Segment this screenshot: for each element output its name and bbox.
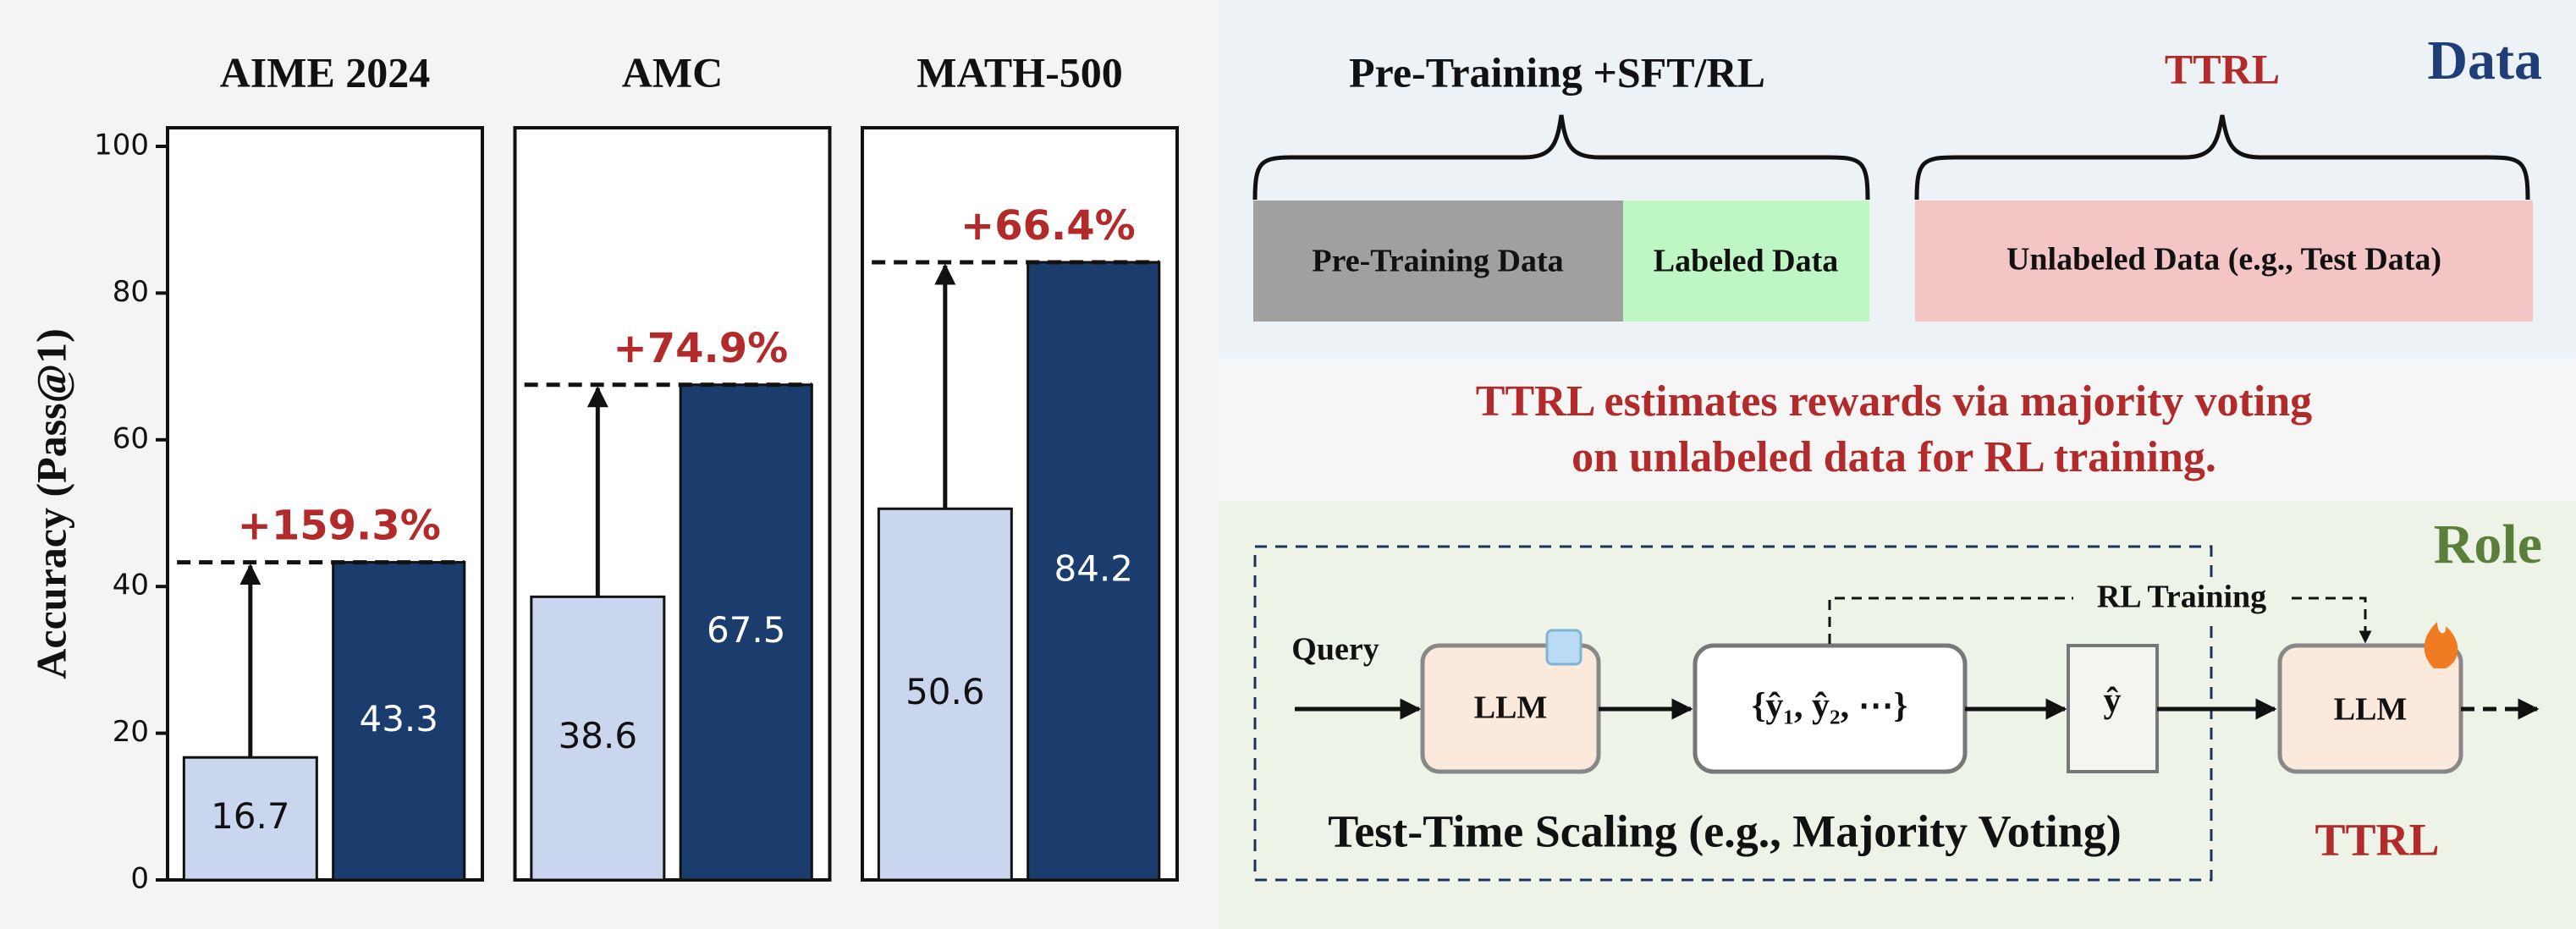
y-tick-label: 20 [113,715,149,749]
y-tick-label: 80 [113,275,149,309]
value-label: 16.7 [211,795,290,837]
samples-label: {ŷ₁, ŷ₂, ⋯} [1752,687,1907,726]
y-tick-label: 40 [113,569,149,602]
brace [1252,114,1870,201]
fire-icon [2424,622,2458,668]
llm-label: LLM [1474,690,1548,726]
value-label: 38.6 [559,715,638,756]
frozen-icon [1545,629,1582,666]
bar [530,595,666,882]
tts-frame [1253,545,2213,882]
rl-training-label: RL Training [2097,580,2266,615]
panel-title: AIME 2024 [220,48,431,96]
value-label: 84.2 [1054,547,1133,589]
panel-label: Role [2434,514,2542,575]
bar [877,507,1013,882]
value-label: 43.3 [359,698,438,739]
caption: on unlabeled data for RL training. [1571,433,2216,481]
y-tick-label: 60 [113,421,149,455]
llm-label: LLM [2334,692,2408,728]
panel-label: Data [2427,30,2542,91]
data-box-label: Labeled Data [1654,244,1839,279]
y-tick-label: 0 [130,862,149,896]
brace [1914,114,2530,201]
tts-label: Test-Time Scaling (e.g., Majority Voting… [1328,805,2121,856]
y-axis-label: Accuracy (Pass@1) [27,328,74,679]
group-label: Pre-Training +SFT/RL [1349,48,1765,96]
query-label: Query [1291,632,1379,668]
gain-label: +74.9% [614,325,789,372]
bar [679,383,813,882]
data-box-label: Unlabeled Data (e.g., Test Data) [2006,242,2441,278]
gain-label: +66.4% [960,202,1136,250]
bar [332,561,466,882]
bar [182,756,318,882]
value-label: 50.6 [905,671,985,712]
value-label: 67.5 [707,609,786,651]
caption: TTRL estimates rewards via majority voti… [1476,377,2312,426]
panel-title: AMC [622,48,723,96]
data-box-label: Pre-Training Data [1312,244,1563,279]
answer-label: ŷ [2104,682,2122,721]
ttrl-label: TTRL [2315,814,2439,865]
data-box [1623,201,1869,322]
data-box [1915,201,2533,322]
data-box [1253,201,1623,322]
panel-title: MATH-500 [916,48,1122,96]
gain-label: +159.3% [238,503,441,550]
label-background [2073,580,2290,618]
group-label: TTRL [2165,45,2280,92]
y-tick-label: 100 [94,129,149,162]
